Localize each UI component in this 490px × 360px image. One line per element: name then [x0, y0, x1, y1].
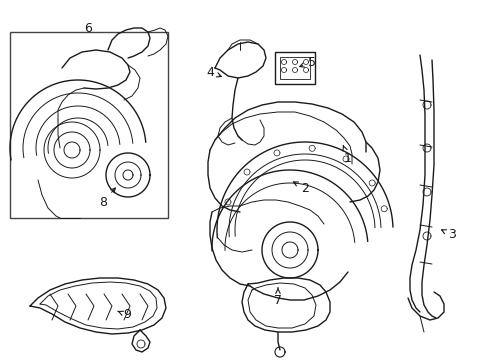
Bar	[280, 57, 310, 79]
Text: 2: 2	[294, 181, 309, 194]
Text: 7: 7	[274, 288, 282, 306]
Bar	[10, 32, 168, 218]
Text: 3: 3	[441, 229, 456, 242]
Text: 4: 4	[206, 66, 221, 78]
Bar	[275, 52, 315, 84]
Text: 5: 5	[300, 55, 316, 68]
Text: 9: 9	[118, 309, 131, 321]
Text: 1: 1	[343, 146, 352, 165]
Text: 6: 6	[84, 22, 92, 35]
Text: 8: 8	[99, 188, 115, 208]
